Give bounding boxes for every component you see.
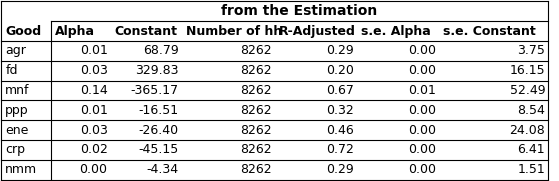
Text: -26.40: -26.40 [139, 124, 179, 137]
Text: 0.67: 0.67 [326, 84, 354, 97]
Text: 0.00: 0.00 [408, 143, 436, 156]
Text: 1.51: 1.51 [518, 163, 545, 176]
Text: 8262: 8262 [240, 44, 272, 57]
Text: 329.83: 329.83 [135, 64, 179, 77]
Text: 8262: 8262 [240, 104, 272, 117]
Text: 8262: 8262 [240, 64, 272, 77]
Text: 0.03: 0.03 [79, 124, 107, 137]
Text: 8262: 8262 [240, 163, 272, 176]
Text: crp: crp [5, 143, 25, 156]
Text: 0.14: 0.14 [80, 84, 107, 97]
Text: 0.29: 0.29 [326, 163, 354, 176]
Text: Constant: Constant [115, 25, 178, 38]
Text: -4.34: -4.34 [146, 163, 179, 176]
Text: 0.00: 0.00 [408, 104, 436, 117]
Text: 3.75: 3.75 [517, 44, 545, 57]
Text: 24.08: 24.08 [509, 124, 545, 137]
Text: -16.51: -16.51 [139, 104, 179, 117]
Text: 0.46: 0.46 [326, 124, 354, 137]
Text: nmm: nmm [5, 163, 37, 176]
Text: 0.72: 0.72 [326, 143, 354, 156]
Text: agr: agr [5, 44, 26, 57]
Text: ene: ene [5, 124, 29, 137]
Text: 8262: 8262 [240, 143, 272, 156]
Text: 0.02: 0.02 [79, 143, 107, 156]
Text: mnf: mnf [5, 84, 30, 97]
Text: 0.29: 0.29 [326, 44, 354, 57]
Text: 0.00: 0.00 [79, 163, 107, 176]
Text: ppp: ppp [5, 104, 29, 117]
Text: -365.17: -365.17 [130, 84, 179, 97]
Text: 0.01: 0.01 [408, 84, 436, 97]
Text: fd: fd [5, 64, 18, 77]
Text: -45.15: -45.15 [139, 143, 179, 156]
Text: 0.32: 0.32 [326, 104, 354, 117]
Text: 0.00: 0.00 [408, 64, 436, 77]
Text: 0.03: 0.03 [79, 64, 107, 77]
Text: 16.15: 16.15 [510, 64, 545, 77]
Text: 8262: 8262 [240, 84, 272, 97]
Text: 68.79: 68.79 [143, 44, 179, 57]
Text: 0.00: 0.00 [408, 124, 436, 137]
Text: 8262: 8262 [240, 124, 272, 137]
Text: 0.01: 0.01 [79, 104, 107, 117]
Text: 0.00: 0.00 [408, 163, 436, 176]
Text: R-Adjusted: R-Adjusted [279, 25, 356, 38]
Text: 8.54: 8.54 [517, 104, 545, 117]
Text: 52.49: 52.49 [510, 84, 545, 97]
Text: Number of hh: Number of hh [186, 25, 282, 38]
Text: Alpha: Alpha [54, 25, 94, 38]
Text: from the Estimation: from the Estimation [221, 4, 378, 18]
Text: 0.00: 0.00 [408, 44, 436, 57]
Text: Good: Good [5, 25, 41, 38]
Text: 0.01: 0.01 [79, 44, 107, 57]
Text: s.e. Constant: s.e. Constant [443, 25, 536, 38]
Text: 6.41: 6.41 [518, 143, 545, 156]
Text: 0.20: 0.20 [326, 64, 354, 77]
Text: s.e. Alpha: s.e. Alpha [361, 25, 430, 38]
